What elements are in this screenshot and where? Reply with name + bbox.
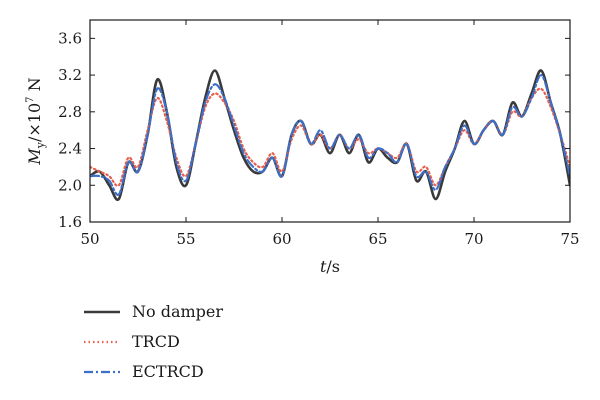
x-axis-title: t/s [320, 257, 340, 276]
x-axis-var: t [320, 257, 327, 276]
x-tick-label: 50 [80, 230, 99, 248]
x-tick-label: 70 [464, 230, 483, 248]
series-line-no-damper [90, 69, 570, 202]
y-axis-rest: /×10 [25, 103, 44, 142]
x-tick-label: 60 [272, 230, 291, 248]
y-axis-title: My/×107 N [25, 77, 47, 165]
legend-label-ectrcd: ECTRCD [132, 362, 204, 381]
y-axis-unit: N [25, 77, 44, 96]
x-tick-label: 55 [176, 230, 195, 248]
legend-label-trcd: TRCD [132, 332, 180, 351]
legend-label-no-damper: No damper [132, 302, 223, 321]
y-tick-label: 2.8 [58, 103, 82, 121]
x-tick-label: 65 [368, 230, 387, 248]
plot-area: 50 55 60 65 70 75 1.6 2.0 2.4 2.8 3.2 3.6 [58, 19, 580, 248]
y-tick-label: 2.4 [58, 140, 82, 158]
y-axis-sub: y [34, 141, 47, 149]
plot-frame [89, 19, 571, 223]
x-tick-label: 75 [560, 230, 579, 248]
y-axis-var: M [25, 148, 44, 166]
y-tick-label: 1.6 [58, 213, 82, 231]
legend: No damper TRCD ECTRCD [84, 302, 223, 381]
y-tick-label: 2.0 [58, 176, 82, 194]
y-axis-exp: 7 [25, 96, 36, 102]
series-line-ectrcd [90, 73, 570, 196]
y-tick-label: 3.2 [58, 66, 82, 84]
y-tick-label: 3.6 [58, 29, 82, 47]
x-axis-unit: /s [326, 257, 340, 276]
x-axis-label: t/s [320, 257, 340, 276]
series-line-trcd [90, 87, 570, 187]
y-axis-label: My/×107 N [25, 77, 47, 165]
